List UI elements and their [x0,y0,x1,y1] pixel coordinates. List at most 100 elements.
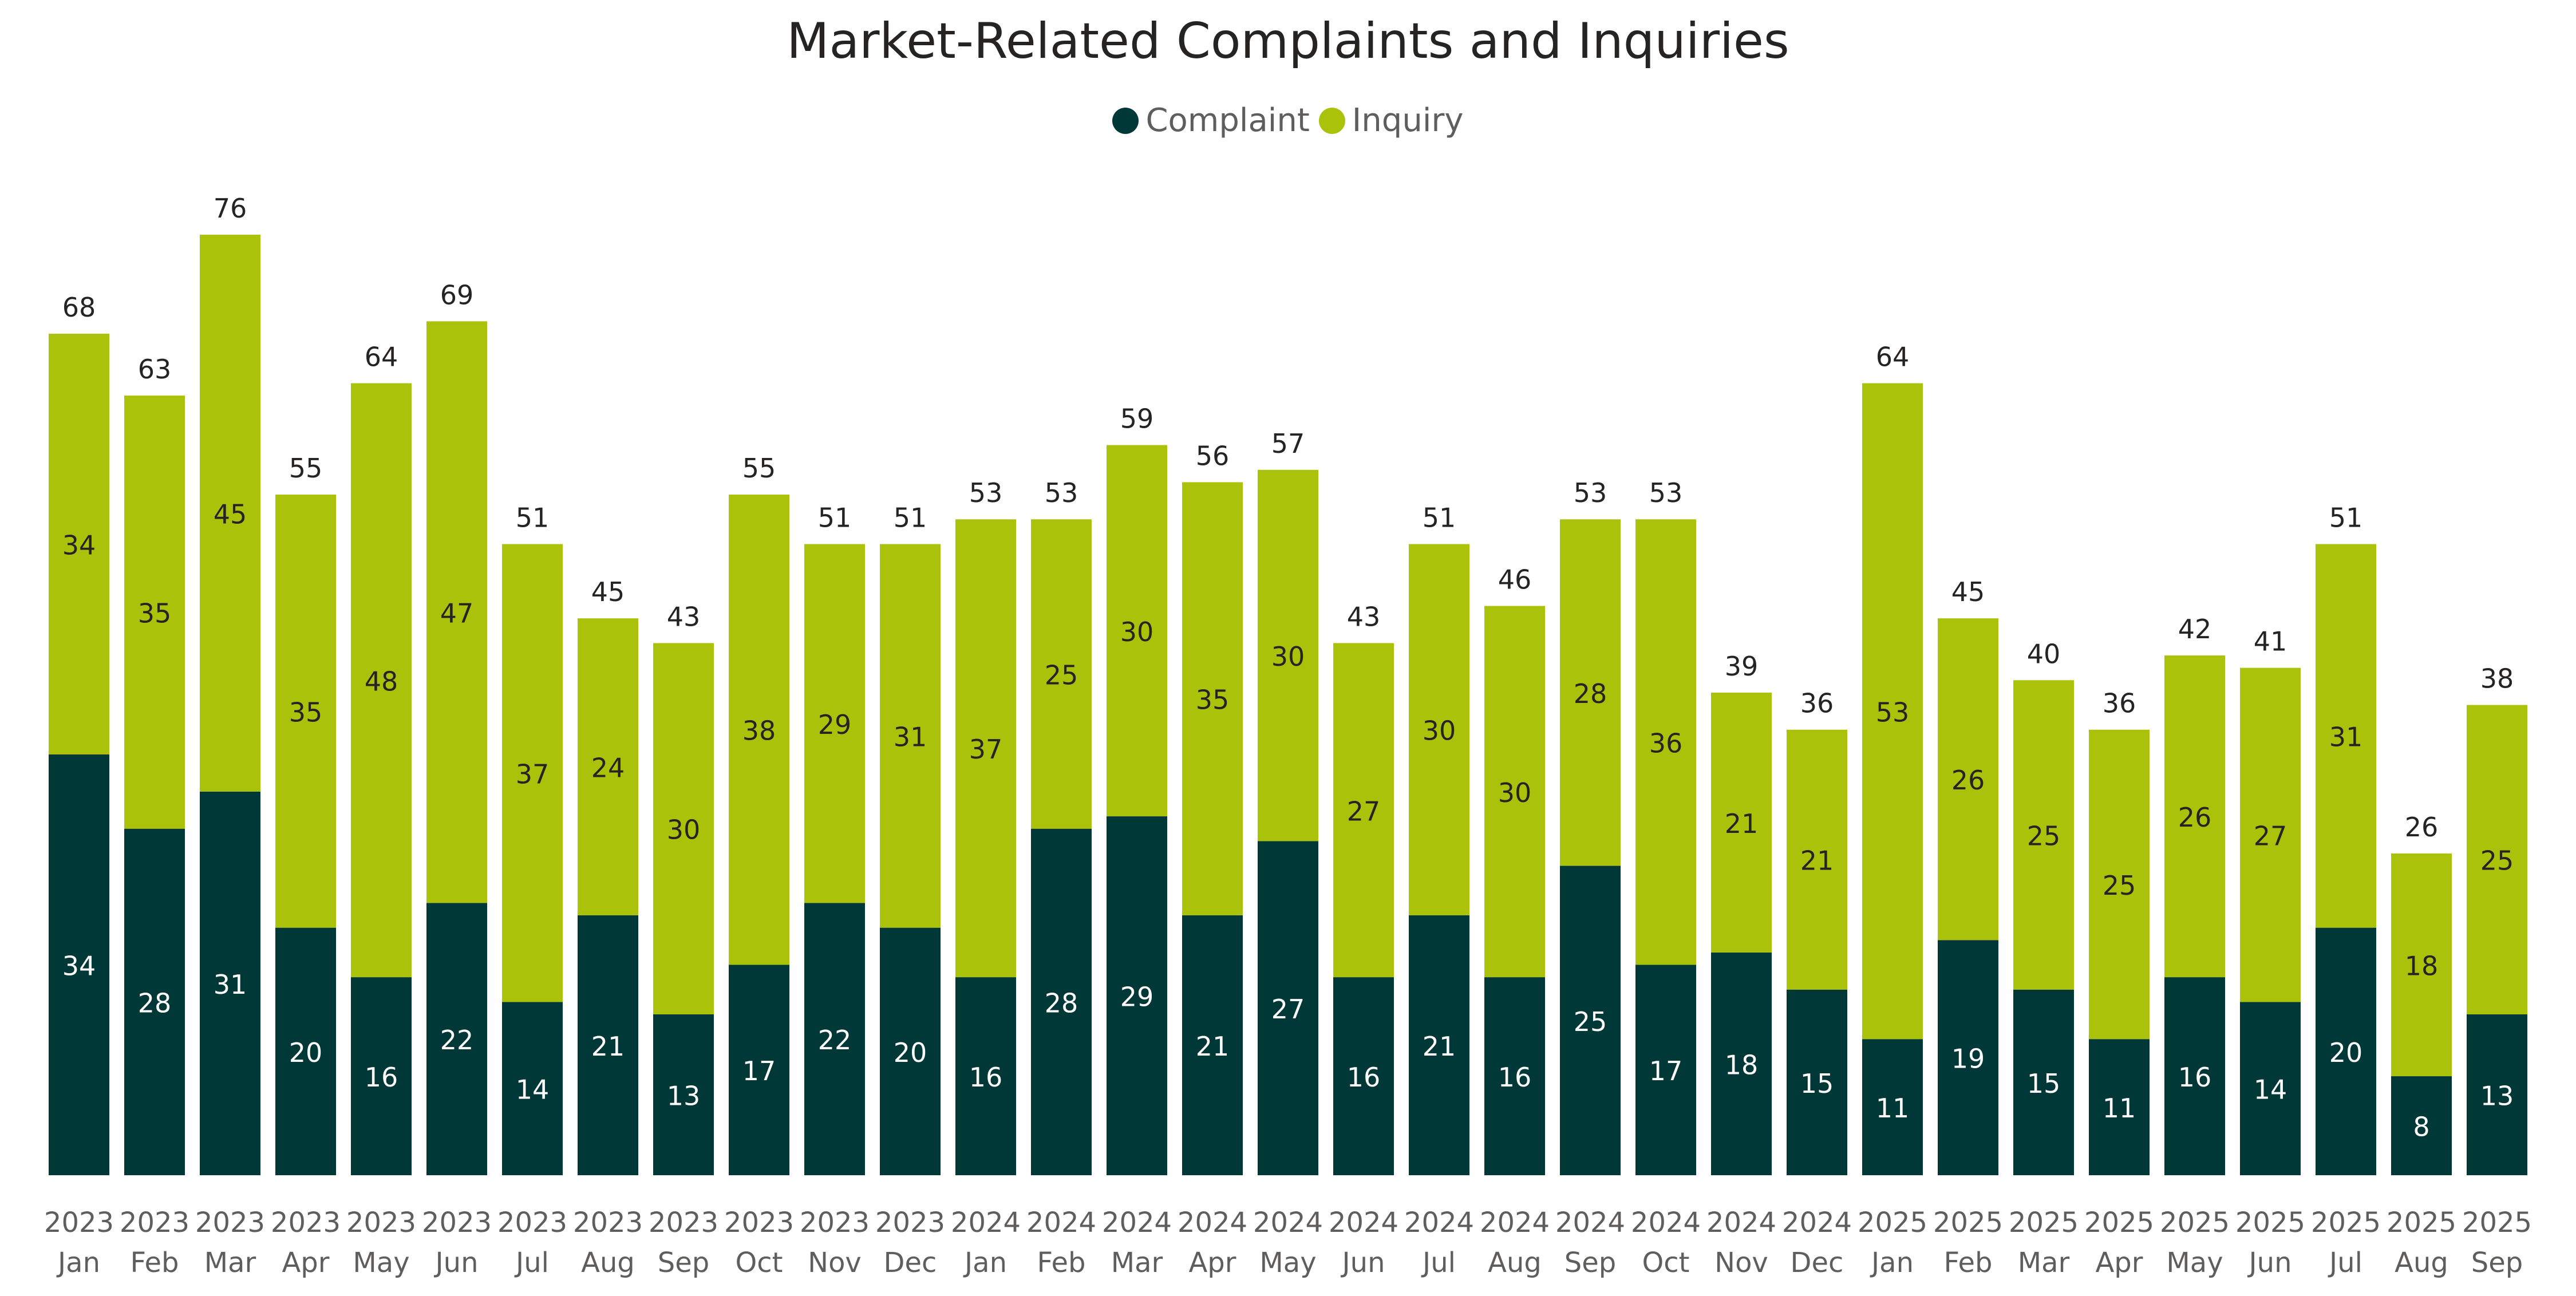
bar-inquiry-2025-jul[interactable] [2316,544,2376,928]
bar-inquiry-2025-feb[interactable] [1938,618,1998,941]
bar-complaint-2025-feb[interactable] [1938,940,1998,1175]
bar-complaint-2024-sep[interactable] [1560,866,1621,1175]
bar-inquiry-2024-mar[interactable] [1107,445,1167,817]
bar-inquiry-2024-aug[interactable] [1484,606,1545,978]
bar-complaint-2024-jun[interactable] [1333,977,1394,1175]
bar-inquiry-2024-jan[interactable] [955,519,1016,978]
bar-inquiry-2024-oct[interactable] [1635,519,1696,965]
bar-complaint-2024-may[interactable] [1258,841,1318,1175]
bar-complaint-2023-jul[interactable] [502,1002,563,1175]
bar-complaint-2023-apr[interactable] [275,927,336,1175]
legend-item-inquiry[interactable]: Inquiry [1318,102,1464,139]
bar-inquiry-2023-jun[interactable] [426,321,487,903]
bar-inquiry-2023-may[interactable] [351,383,412,978]
bar-inquiry-2025-aug[interactable] [2391,853,2452,1077]
bar-complaint-2025-jun[interactable] [2240,1002,2301,1175]
bar-inquiry-2023-mar[interactable] [200,235,260,792]
label-inquiry-2023-nov: 29 [818,709,852,740]
bar-complaint-2025-mar[interactable] [2013,989,2074,1175]
bar-inquiry-2023-dec[interactable] [880,544,941,928]
bar-complaint-2025-may[interactable] [2164,977,2225,1175]
label-complaint-2025-jun: 14 [2254,1074,2287,1105]
bar-complaint-2024-oct[interactable] [1635,965,1696,1175]
label-total-2024-jan: 53 [969,477,1003,508]
x-tick-month-2024-aug: Aug [1488,1247,1542,1279]
x-tick-month-2023-feb: Feb [131,1247,179,1279]
x-tick-year-2023-aug: 2023 [573,1207,643,1239]
legend-item-complaint[interactable]: Complaint [1112,102,1310,139]
label-complaint-2023-oct: 17 [742,1056,776,1086]
bar-inquiry-2023-feb[interactable] [124,396,185,829]
bar-complaint-2023-oct[interactable] [729,965,789,1175]
x-tick-month-2024-sep: Sep [1564,1247,1616,1279]
x-tick-month-2024-jan: Jan [963,1247,1007,1279]
bar-complaint-2024-dec[interactable] [1787,989,1847,1175]
bar-inquiry-2025-jan[interactable] [1862,383,1923,1040]
bar-complaint-2024-mar[interactable] [1107,816,1167,1175]
bar-complaint-2024-aug[interactable] [1484,977,1545,1175]
x-tick-month-2023-jul: Jul [514,1247,549,1279]
bar-complaint-2023-nov[interactable] [804,903,865,1175]
bar-inquiry-2025-mar[interactable] [2013,680,2074,990]
bar-inquiry-2023-oct[interactable] [729,494,789,965]
bar-complaint-2024-nov[interactable] [1711,952,1772,1175]
bar-inquiry-2024-jun[interactable] [1333,643,1394,978]
x-tick-year-2024-mar: 2024 [1102,1207,1172,1239]
x-tick-month-2025-feb: Feb [1944,1247,1993,1279]
bar-complaint-2023-feb[interactable] [124,828,185,1175]
bar-inquiry-2023-jul[interactable] [502,544,563,1002]
x-tick-month-2023-aug: Aug [581,1247,635,1279]
x-tick-year-2023-dec: 2023 [875,1207,945,1239]
bar-complaint-2024-jul[interactable] [1409,915,1469,1175]
bar-inquiry-2025-apr[interactable] [2089,729,2150,1040]
bar-complaint-2023-mar[interactable] [200,791,260,1175]
x-tick-month-2024-may: May [1259,1247,1316,1279]
label-inquiry-2023-aug: 24 [591,753,625,784]
x-tick-month-2024-nov: Nov [1714,1247,1768,1279]
label-complaint-2023-sep: 13 [667,1080,701,1111]
bar-complaint-2023-jan[interactable] [49,754,109,1175]
bar-inquiry-2025-sep[interactable] [2467,705,2527,1014]
bar-inquiry-2023-sep[interactable] [653,643,714,1014]
bar-complaint-2025-jul[interactable] [2316,927,2376,1175]
bar-complaint-2023-dec[interactable] [880,927,941,1175]
x-tick-month-2025-sep: Sep [2471,1247,2523,1279]
x-tick-month-2025-jun: Jun [2247,1247,2292,1279]
label-complaint-2023-jan: 34 [62,950,96,981]
bar-complaint-2024-feb[interactable] [1031,828,1092,1175]
x-tick-year-2023-jul: 2023 [497,1207,567,1239]
bar-complaint-2024-apr[interactable] [1182,915,1243,1175]
label-total-2024-aug: 46 [1498,564,1532,595]
label-inquiry-2024-apr: 35 [1196,685,1230,716]
bar-inquiry-2024-nov[interactable] [1711,692,1772,953]
bar-inquiry-2025-may[interactable] [2164,655,2225,978]
label-inquiry-2024-dec: 21 [1800,845,1834,876]
bar-inquiry-2025-jun[interactable] [2240,667,2301,1002]
bar-inquiry-2023-jan[interactable] [49,333,109,754]
label-inquiry-2024-jul: 30 [1423,716,1456,746]
bar-inquiry-2023-nov[interactable] [804,544,865,903]
bar-complaint-2025-aug[interactable] [2391,1076,2452,1175]
legend[interactable]: Complaint Inquiry [0,102,2576,139]
bar-inquiry-2024-feb[interactable] [1031,519,1092,829]
bar-inquiry-2024-jul[interactable] [1409,544,1469,916]
bar-complaint-2025-jan[interactable] [1862,1039,1923,1175]
bar-inquiry-2023-aug[interactable] [578,618,638,916]
bar-inquiry-2024-sep[interactable] [1560,519,1621,866]
bar-inquiry-2024-dec[interactable] [1787,729,1847,990]
bar-complaint-2023-may[interactable] [351,977,412,1175]
bar-inquiry-2023-apr[interactable] [275,494,336,928]
bar-complaint-2023-jun[interactable] [426,903,487,1175]
label-total-2023-may: 64 [365,341,398,372]
bar-inquiry-2024-may[interactable] [1258,469,1318,841]
bar-complaint-2023-sep[interactable] [653,1014,714,1175]
label-inquiry-2023-dec: 31 [894,722,927,753]
bar-complaint-2025-sep[interactable] [2467,1014,2527,1175]
bar-inquiry-2024-apr[interactable] [1182,482,1243,916]
bar-complaint-2023-aug[interactable] [578,915,638,1175]
label-complaint-2024-feb: 28 [1045,987,1078,1018]
x-tick-month-2024-jul: Jul [1421,1247,1456,1279]
x-tick-month-2024-dec: Dec [1791,1247,1844,1279]
bar-complaint-2025-apr[interactable] [2089,1039,2150,1175]
bar-complaint-2024-jan[interactable] [955,977,1016,1175]
